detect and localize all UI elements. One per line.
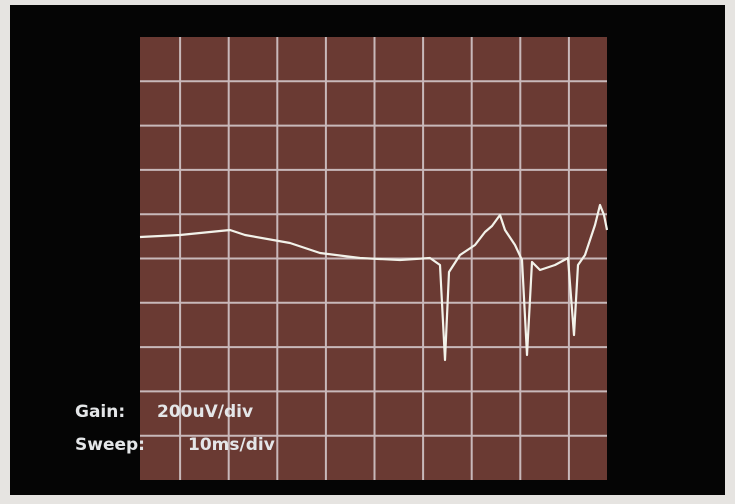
sweep-value: 10ms/div: [188, 435, 275, 455]
sweep-label: Sweep:: [75, 435, 145, 455]
signal-trace: [139, 203, 609, 362]
gain-value: 200uV/div: [157, 402, 253, 422]
gain-label: Gain:: [75, 402, 125, 422]
